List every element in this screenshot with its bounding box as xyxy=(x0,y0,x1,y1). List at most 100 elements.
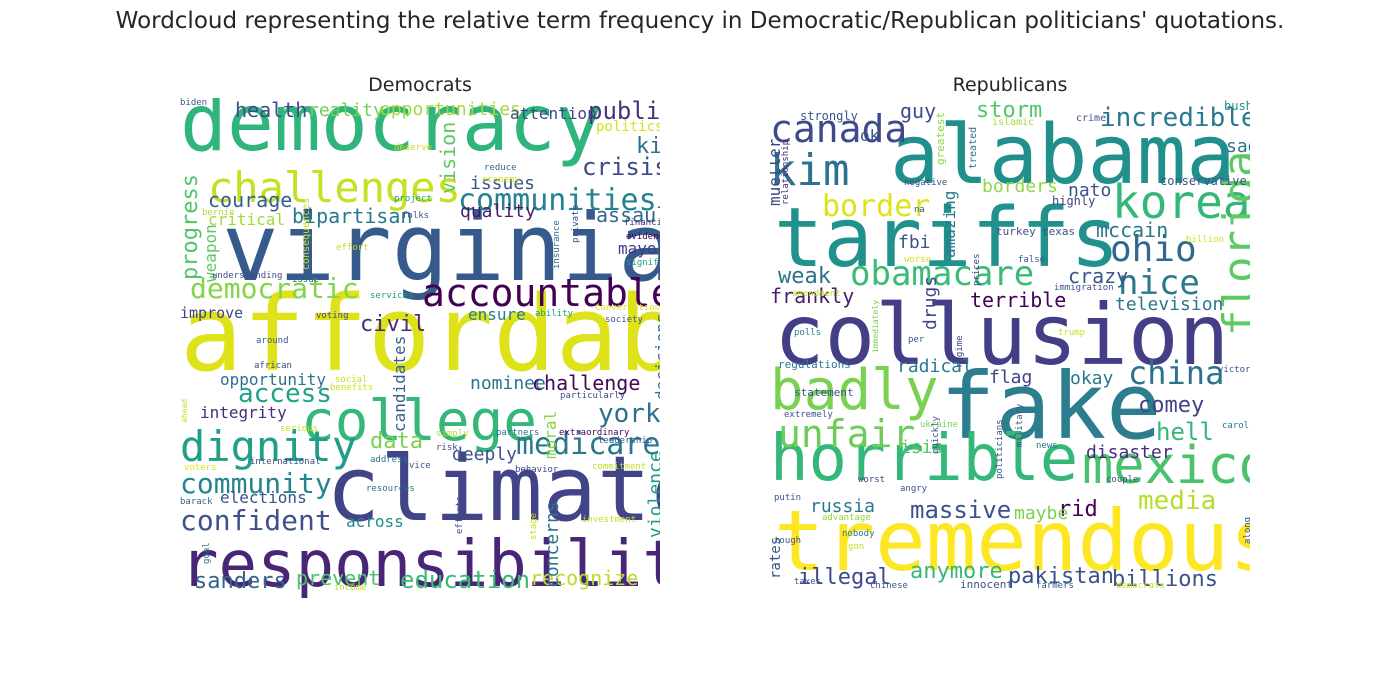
word-effort: effort xyxy=(336,243,369,253)
word-assault: assault xyxy=(596,203,660,227)
word-weak: weak xyxy=(778,264,831,289)
word-highly: highly xyxy=(1052,194,1095,208)
word-turkey: turkey xyxy=(996,225,1036,238)
word-okay: okay xyxy=(1070,368,1114,389)
word-nominee: nominee xyxy=(470,373,546,394)
word-voting: voting xyxy=(316,311,349,321)
word-along: along xyxy=(1243,517,1250,544)
word-sanders: sanders xyxy=(194,569,287,594)
word-collusion: collusion xyxy=(774,286,1229,384)
democrats-cloud-title: Democrats xyxy=(368,74,472,96)
word-worst: worst xyxy=(858,475,885,485)
word-ukraine: ukraine xyxy=(920,420,958,430)
word-alabama: alabama xyxy=(890,108,1236,203)
word-insurance: insurance xyxy=(552,220,562,269)
word-border: border xyxy=(822,189,930,224)
word-quickly: quickly xyxy=(931,415,941,454)
word-deeply: deeply xyxy=(452,444,517,465)
word-horrible: horrible xyxy=(770,422,1078,496)
word-obamacare: obamacare xyxy=(850,254,1034,294)
word-media: media xyxy=(1138,486,1216,516)
word-radical: radical xyxy=(897,356,973,377)
word-dignity: dignity xyxy=(180,422,357,471)
word-islamic: islamic xyxy=(992,117,1034,128)
word-taxes: taxes xyxy=(794,577,821,587)
word-terrible: terrible xyxy=(970,288,1066,312)
word-hell: hell xyxy=(1156,418,1214,446)
word-strongly: strongly xyxy=(800,109,858,123)
word-access: access xyxy=(238,379,332,409)
word-rates: rates xyxy=(770,537,784,579)
word-borders: borders xyxy=(982,176,1058,197)
word-understanding: understanding xyxy=(212,271,282,281)
word-services: services xyxy=(370,291,413,301)
word-democracy: democracy xyxy=(180,98,603,169)
word-sad: sad xyxy=(1226,136,1250,157)
word-particularly: particularly xyxy=(560,391,626,401)
word-victory: victory xyxy=(1218,365,1250,375)
word-putin: putin xyxy=(774,493,801,503)
word-financial: financial xyxy=(624,218,660,228)
word-kim: kim xyxy=(770,145,849,196)
word-comey: comey xyxy=(1138,393,1204,418)
word-illegal: illegal xyxy=(798,565,891,590)
word-quality: quality xyxy=(460,201,536,222)
word-polls: polls xyxy=(794,328,821,338)
word-amendment: amendment xyxy=(792,289,841,299)
word-tough: tough xyxy=(774,536,801,546)
word-extraordinary: extraordinary xyxy=(559,428,630,438)
word-regulations: regulations xyxy=(778,358,851,371)
word-russia: russia xyxy=(810,496,875,517)
word-york: york xyxy=(598,399,660,429)
word-greatest: greatest xyxy=(934,112,947,165)
word-international: international xyxy=(250,457,320,467)
word-innocent: innocent xyxy=(960,578,1013,591)
word-barack: barack xyxy=(180,497,213,507)
word-maybe: maybe xyxy=(1014,503,1068,524)
word-medicare: medicare xyxy=(516,427,660,462)
word-mccain: mccain xyxy=(1096,218,1168,242)
word-bipartisan: bipartisan xyxy=(292,204,412,228)
word-challenge: challenge xyxy=(532,371,640,395)
word-college: college xyxy=(301,389,537,454)
word-serious: serious xyxy=(280,424,318,434)
word-tremendous: tremendous xyxy=(774,492,1250,590)
word-unfair: unfair xyxy=(778,412,915,456)
word-military: military xyxy=(1015,403,1025,447)
word-mueller: mueller xyxy=(770,138,784,206)
word-per: per xyxy=(908,335,925,345)
word-benefits: benefits xyxy=(330,383,373,393)
word-mexico: mexico xyxy=(1082,436,1250,496)
word-drugs: drugs xyxy=(920,276,941,330)
word-gon: gon xyxy=(848,542,864,552)
word-vision: vision xyxy=(436,122,460,194)
word-issues: issues xyxy=(470,173,535,194)
word-community: community xyxy=(180,467,332,500)
word-democrats: democrats xyxy=(1116,581,1165,591)
word-resources: resources xyxy=(366,484,415,494)
word-weapon: weapon xyxy=(201,224,220,282)
word-guy: guy xyxy=(900,99,936,123)
word-politics: politics xyxy=(596,119,660,135)
word-communities: communities xyxy=(458,183,657,218)
word-behavior: behavior xyxy=(515,465,559,475)
word-disaster: disaster xyxy=(1086,442,1173,463)
word-voters: voters xyxy=(184,463,217,473)
word-risk: risk xyxy=(436,443,458,453)
word-progress: progress xyxy=(180,174,203,280)
word-consequences: consequences xyxy=(301,198,312,270)
word-isis: isis xyxy=(900,437,943,458)
word-crisis: crisis xyxy=(582,153,660,181)
word-address: address xyxy=(370,455,408,465)
word-billion: billion xyxy=(1186,235,1224,245)
word-flag: flag xyxy=(989,367,1032,388)
word-simply: simply xyxy=(436,429,469,439)
word-false: false xyxy=(1018,255,1045,265)
word-project: project xyxy=(394,194,432,204)
word-improve: improve xyxy=(180,304,243,322)
word-statement: statement xyxy=(794,386,854,399)
word-social: social xyxy=(335,375,368,385)
word-education: education xyxy=(400,566,530,594)
word-confident: confident xyxy=(180,504,332,537)
word-data: data xyxy=(370,429,423,454)
